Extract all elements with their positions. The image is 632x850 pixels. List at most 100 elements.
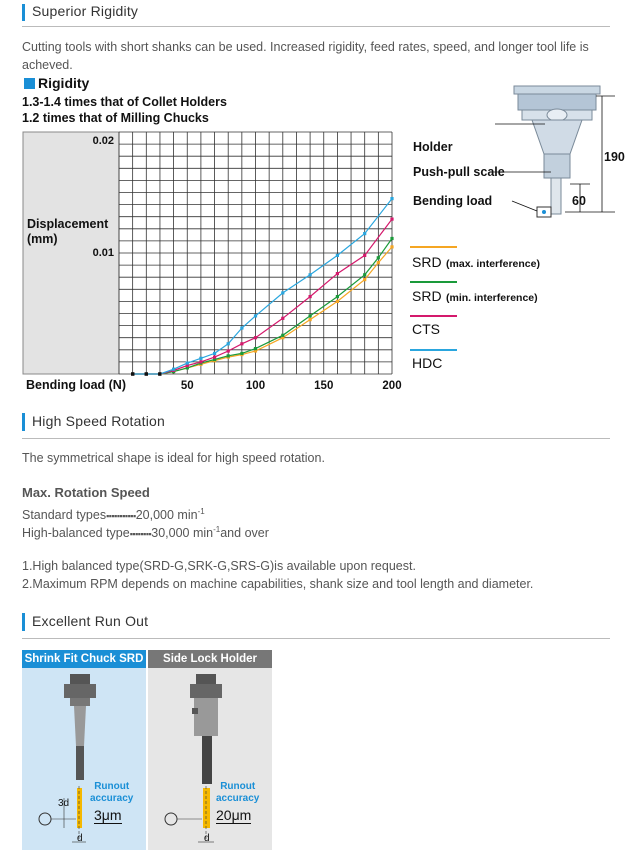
legend-note: (max. interference)	[446, 258, 540, 270]
data-point	[308, 273, 312, 277]
section-header-speed: High Speed Rotation	[22, 412, 610, 439]
legend-swatch	[410, 281, 457, 283]
high-balanced-row: High-balanced type▪▪▪▪▪▪▪▪30,000 min-1an…	[22, 521, 269, 543]
data-point	[158, 372, 162, 376]
section-header-rigidity: Superior Rigidity	[22, 2, 610, 27]
high-balanced-value: 30,000 min	[151, 526, 214, 541]
series-line-1	[132, 238, 393, 375]
data-point	[253, 336, 258, 340]
legend-swatch	[410, 246, 457, 248]
data-point	[199, 356, 203, 360]
data-point	[253, 347, 258, 351]
data-point	[308, 295, 312, 299]
runout-card-side-lock: Side Lock Holder Runout accuracy 20μm d	[148, 650, 272, 850]
data-point	[390, 245, 394, 249]
data-point	[390, 217, 394, 221]
dot-leader: ▪▪▪▪▪▪▪▪▪▪▪	[106, 511, 136, 522]
rigidity-description: Cutting tools with short shanks can be u…	[22, 40, 589, 72]
runout-label: Runout accuracy	[216, 781, 259, 805]
data-point	[335, 295, 339, 299]
note-high-balanced: 1.High balanced type(SRD-G,SRK-G,SRS-G)i…	[22, 559, 416, 573]
note-max-rpm: 2.Maximum RPM depends on machine capabil…	[22, 577, 534, 591]
runout-value: 20μm	[216, 807, 252, 824]
side-lock-holder-illustration	[164, 674, 222, 843]
standard-types-row: Standard types▪▪▪▪▪▪▪▪▪▪▪20,000 min-1	[22, 503, 205, 525]
data-point	[390, 197, 394, 201]
data-point	[376, 261, 380, 265]
data-point	[281, 333, 285, 337]
data-point	[213, 357, 217, 362]
dimension-190: 190	[604, 150, 625, 164]
x-tick-label: 100	[246, 380, 265, 392]
section-header-runout: Excellent Run Out	[22, 612, 610, 639]
data-point	[363, 232, 367, 236]
dimension-60: 60	[572, 194, 586, 208]
data-point	[308, 314, 312, 318]
legend-entry-srd-min: SRD (min. interference)	[412, 288, 538, 306]
y-axis-label-line1: Displacement	[27, 217, 109, 231]
data-point	[213, 351, 217, 355]
square-bullet-icon	[24, 78, 35, 89]
data-point	[199, 360, 203, 364]
runout-label: Runout accuracy	[90, 781, 133, 805]
data-point	[390, 236, 394, 241]
runout-label-line2: accuracy	[216, 793, 260, 804]
section-accent-bar	[22, 4, 25, 21]
max-rotation-title: Max. Rotation Speed	[22, 485, 150, 500]
srd-holder-illustration	[38, 674, 96, 843]
x-tick-label: 200	[382, 380, 401, 392]
section-title: High Speed Rotation	[32, 413, 165, 429]
high-balanced-suffix: and over	[220, 526, 269, 541]
rigidity-chart: 0.02 0.01 Displacement (mm) Bending load…	[22, 131, 402, 392]
y-tick-label: 0.01	[93, 247, 114, 259]
data-point	[226, 342, 230, 346]
data-point	[335, 272, 339, 276]
data-point	[335, 299, 339, 303]
card-title: Side Lock Holder	[148, 650, 272, 668]
unit-exponent: -1	[197, 507, 205, 516]
runout-label-line2: accuracy	[90, 793, 134, 804]
legend-label: SRD	[412, 288, 442, 304]
holder-illustration	[490, 85, 615, 218]
legend-label: SRD	[412, 254, 442, 270]
rigidity-compare-collet: 1.3-1.4 times that of Collet Holders	[22, 95, 227, 109]
runout-label-line1: Runout	[220, 781, 256, 792]
data-point	[172, 367, 176, 371]
data-point	[226, 354, 230, 358]
data-point	[253, 314, 258, 318]
x-tick-label: 50	[181, 380, 194, 392]
legend-swatch	[410, 315, 457, 317]
holder-label: Holder	[413, 140, 453, 154]
push-pull-label: Push-pull scale	[413, 165, 505, 179]
rigidity-subhead: Rigidity	[38, 75, 90, 91]
chart-grid	[118, 131, 393, 375]
data-point	[363, 273, 367, 277]
standard-types-value: 20,000 min	[135, 508, 198, 523]
runout-label-line1: Runout	[94, 781, 130, 792]
legend-entry-hdc: HDC	[412, 355, 443, 371]
card-title: Shrink Fit Chuck SRD	[22, 650, 146, 668]
y-tick-label: 0.02	[93, 135, 114, 147]
section-accent-bar	[22, 613, 25, 631]
legend-entry-cts: CTS	[412, 321, 440, 337]
standard-types-label: Standard types	[22, 508, 107, 523]
test-setup-diagram: Holder Push-pull scale Bending load 190 …	[413, 85, 625, 218]
three-d-label: 3d	[58, 798, 70, 809]
data-point	[240, 351, 244, 355]
data-point	[226, 349, 230, 353]
data-point	[281, 291, 285, 295]
bending-load-label: Bending load	[413, 194, 492, 208]
runout-card-srd: Shrink Fit Chuck SRD Runout accuracy 3μm…	[22, 650, 146, 850]
data-point	[376, 256, 380, 260]
legend-note: (min. interference)	[446, 292, 538, 304]
data-point	[213, 355, 217, 359]
diameter-label: d	[77, 833, 83, 844]
unit-exponent: -1	[213, 525, 221, 534]
y-axis-label-line2: (mm)	[27, 232, 58, 246]
data-point	[281, 316, 285, 320]
section-accent-bar	[22, 413, 25, 431]
data-point	[335, 253, 339, 257]
data-point	[308, 318, 312, 322]
data-point	[185, 361, 189, 365]
data-point	[363, 278, 367, 282]
